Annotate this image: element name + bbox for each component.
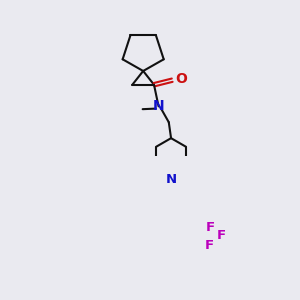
Text: F: F	[206, 221, 215, 234]
Text: F: F	[205, 239, 214, 252]
Text: O: O	[175, 72, 187, 86]
Text: F: F	[217, 229, 226, 242]
Text: N: N	[166, 173, 177, 186]
Text: N: N	[153, 99, 164, 113]
